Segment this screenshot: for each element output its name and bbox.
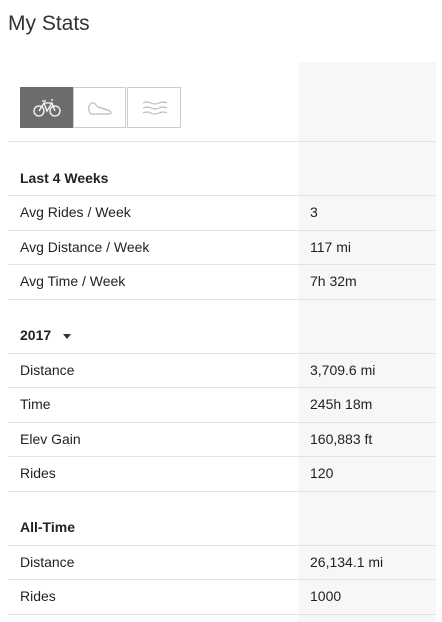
stat-label: Avg Time / Week (20, 273, 126, 290)
row-divider (8, 298, 436, 300)
row-divider (8, 613, 436, 615)
ride-tab[interactable] (20, 87, 73, 128)
swim-tab[interactable] (127, 87, 181, 128)
row-divider (8, 229, 436, 231)
section-title: Last 4 Weeks (20, 169, 108, 187)
stat-value: 160,883 ft (310, 430, 373, 447)
dropdown-caret[interactable] (63, 333, 72, 339)
row-divider (8, 264, 436, 265)
stat-label: Rides (20, 588, 56, 605)
section-title-text: 2017 (20, 327, 52, 343)
stat-value: 26,134.1 mi (310, 553, 384, 570)
row-divider (8, 421, 436, 423)
stat-value: 1000 (310, 588, 342, 605)
stat-label: Avg Distance / Week (20, 238, 150, 255)
stat-label: Distance (20, 361, 75, 378)
divider (8, 141, 436, 142)
stat-value: 3,709.6 mi (310, 361, 376, 378)
section-title: All-Time (20, 518, 75, 536)
shoe-icon (87, 101, 112, 115)
run-tab[interactable] (73, 87, 126, 128)
row-divider (8, 544, 436, 546)
stat-label: Rides (20, 465, 56, 482)
bike-icon (32, 98, 61, 117)
row-divider (8, 579, 436, 580)
stat-label: Time (20, 396, 51, 413)
value-column (298, 62, 436, 622)
stat-value: 117 mi (310, 238, 351, 255)
stat-label: Elev Gain (20, 430, 81, 447)
row-divider (8, 490, 436, 492)
row-divider (8, 352, 436, 354)
row-divider (8, 195, 436, 196)
stat-label: Distance (20, 553, 75, 570)
page-title: My Stats (8, 12, 90, 35)
section-title[interactable]: 2017 (20, 326, 72, 344)
stat-value: 7h 32m (310, 273, 357, 290)
stat-value: 3 (310, 204, 318, 221)
section-title-text: All-Time (20, 519, 75, 535)
row-divider (8, 456, 436, 457)
waves-icon (142, 100, 168, 115)
stat-label: Avg Rides / Week (20, 204, 131, 221)
stat-value: 245h 18m (310, 396, 373, 413)
row-divider (8, 387, 436, 388)
stat-value: 120 (310, 465, 334, 482)
section-title-text: Last 4 Weeks (20, 169, 109, 186)
